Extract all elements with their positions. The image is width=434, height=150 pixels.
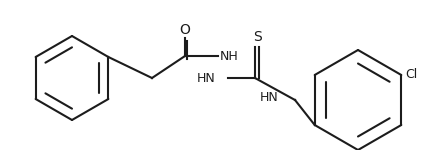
Text: Cl: Cl [405,69,418,81]
Text: S: S [253,30,261,44]
Text: HN: HN [260,91,278,104]
Text: O: O [180,23,191,37]
Text: NH: NH [220,50,239,63]
Text: HN: HN [197,72,216,84]
